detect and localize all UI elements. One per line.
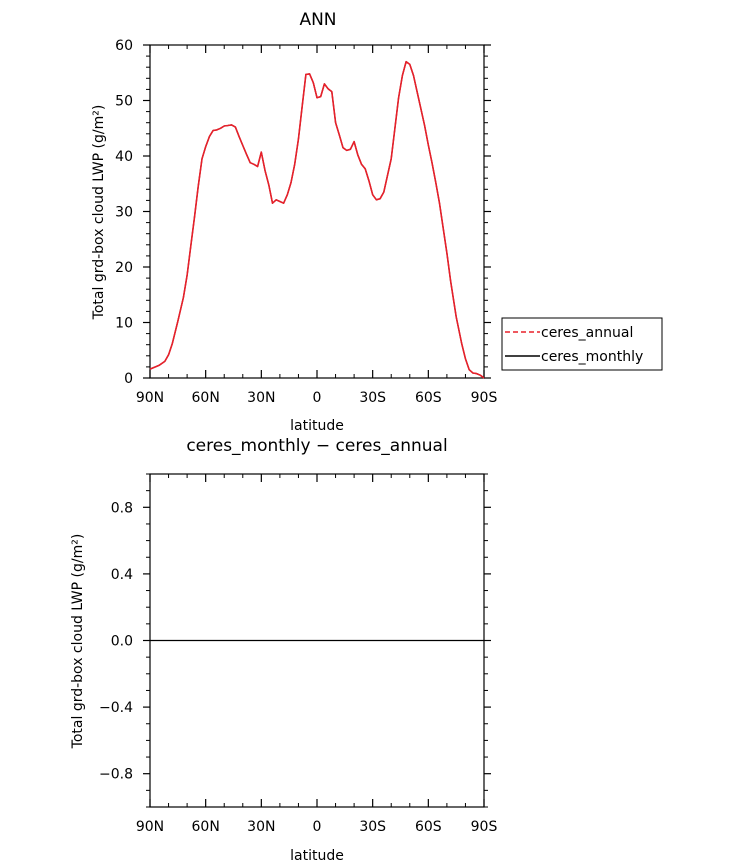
top-x-tick-label-60s: 60S [415,390,442,406]
top-y-tick-label-50: 50 [115,94,133,110]
top-y-tick-labels: 0 10 20 30 40 50 60 [115,38,133,387]
top-y-tick-label-60: 60 [115,38,133,54]
top-series-ceres-annual [149,60,485,379]
top-x-tick-label-0: 0 [313,390,322,406]
legend-label-ceres-monthly: ceres_monthly [541,349,643,365]
bottom-panel: ceres_monthly − ceres_annual 90N 60N 30N 0 3… [70,436,497,864]
legend-box [501,317,663,371]
top-y-tick-label-20: 20 [115,260,133,276]
bottom-y-tick-labels: −0.8 −0.4 0.0 0.4 0.8 [99,500,133,782]
bottom-x-tick-label-30n: 30N [247,819,275,835]
top-x-tick-label-60n: 60N [192,390,220,406]
bottom-x-tick-label-30s: 30S [359,819,386,835]
top-series [149,60,485,379]
bottom-x-tick-label-90n: 90N [136,819,164,835]
bottom-y-tick-label-0-4: −0.4 [99,700,133,716]
top-x-tick-labels: 90N 60N 30N 0 30S 60S 90S [136,390,498,406]
bottom-x-tick-label-0: 0 [313,819,322,835]
top-y-axis-label: Total grd-box cloud LWP (g/m²) [91,105,107,321]
bottom-x-axis-label: latitude [290,848,344,864]
top-x-tick-label-90n: 90N [136,390,164,406]
legend-label-ceres-annual: ceres_annual [541,325,633,341]
top-x-axis-label: latitude [290,418,344,434]
top-y-tick-label-0: 0 [124,371,133,387]
bottom-x-tick-label-90s: 90S [471,819,498,835]
top-y-tick-label-40: 40 [115,149,133,165]
top-x-tick-label-90s: 90S [471,390,498,406]
legend: ceres_annual ceres_monthly [501,317,663,371]
top-y-tick-label-30: 30 [115,205,133,221]
bottom-y-tick-label-0-0: 0.0 [111,634,133,650]
bottom-x-tick-label-60n: 60N [192,819,220,835]
top-series-ceres-monthly [149,61,485,379]
top-ticks [143,44,491,379]
top-x-tick-label-30s: 30S [359,390,386,406]
bottom-chart-title: ceres_monthly − ceres_annual [186,436,447,456]
bottom-y-tick-label-0-8: −0.8 [99,767,133,783]
bottom-x-tick-label-60s: 60S [415,819,442,835]
bottom-y-axis-label: Total grd-box cloud LWP (g/m²) [70,534,86,750]
top-chart-title: ANN [299,10,336,30]
bottom-ticks [143,473,491,808]
top-y-tick-label-10: 10 [115,316,133,332]
top-panel: ANN 90N 60N 30N 0 30S 60S 90S 0 10 20 30 40 50 60 la… [91,10,497,434]
bottom-y-tick-label-0-4: 0.4 [111,567,133,583]
bottom-x-tick-labels: 90N 60N 30N 0 30S 60S 90S [136,819,498,835]
bottom-y-tick-label-0-8: 0.8 [111,500,133,516]
top-x-tick-label-30n: 30N [247,390,275,406]
